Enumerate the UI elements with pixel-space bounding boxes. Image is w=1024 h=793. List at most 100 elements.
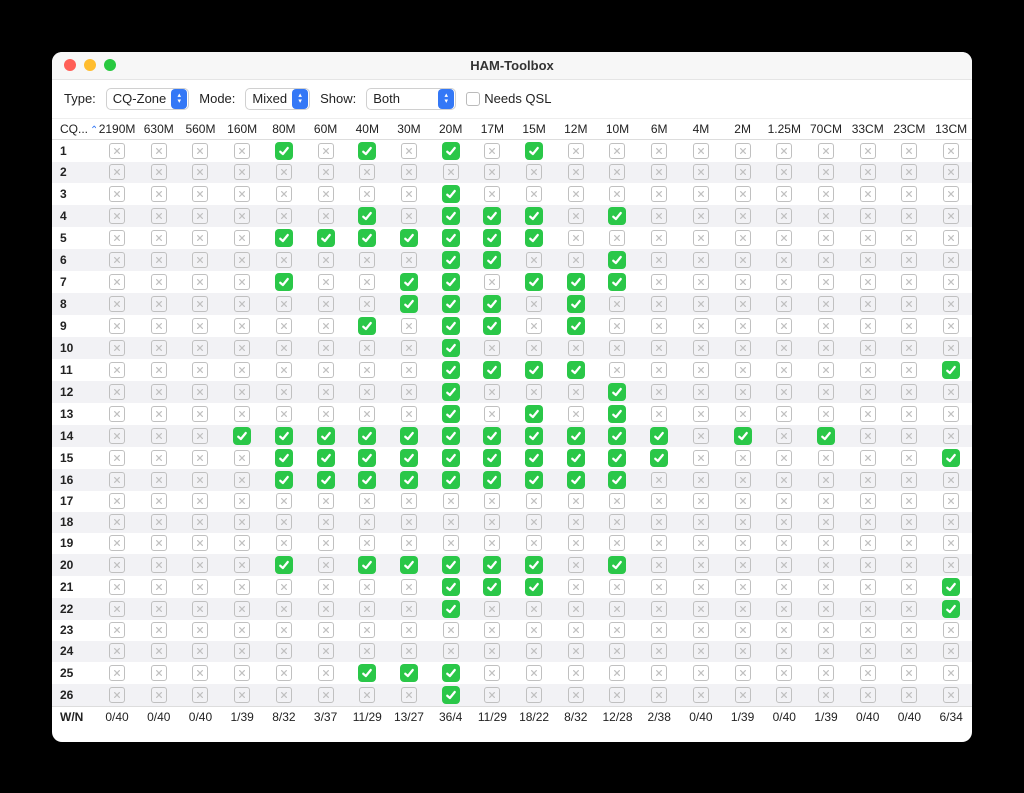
status-cell	[388, 403, 430, 425]
not-worked-icon	[109, 143, 125, 159]
table-row[interactable]: 21	[52, 576, 972, 598]
table-row[interactable]: 23	[52, 620, 972, 641]
minimize-icon[interactable]	[84, 59, 96, 71]
not-worked-icon	[693, 406, 709, 422]
row-id: 19	[52, 533, 96, 554]
footer-total: 1/39	[221, 706, 263, 727]
table-row[interactable]: 4	[52, 205, 972, 227]
mode-select[interactable]: Mixed ▴▾	[245, 88, 310, 110]
status-cell	[263, 512, 305, 533]
type-select[interactable]: CQ-Zone ▴▾	[106, 88, 189, 110]
col-header-band[interactable]: 13CM	[930, 118, 972, 139]
status-cell	[763, 293, 805, 315]
status-cell	[305, 598, 347, 620]
table-row[interactable]: 3	[52, 183, 972, 205]
col-header-band[interactable]: 2M	[722, 118, 764, 139]
col-header-band[interactable]: 2190M	[96, 118, 138, 139]
table-row[interactable]: 13	[52, 403, 972, 425]
status-cell	[180, 554, 222, 576]
status-cell	[680, 403, 722, 425]
close-icon[interactable]	[64, 59, 76, 71]
show-select[interactable]: Both ▴▾	[366, 88, 456, 110]
status-cell	[430, 620, 472, 641]
not-worked-icon	[943, 643, 959, 659]
col-header-band[interactable]: 23CM	[889, 118, 931, 139]
table-row[interactable]: 5	[52, 227, 972, 249]
not-worked-icon	[276, 601, 292, 617]
status-cell	[680, 359, 722, 381]
col-header-band[interactable]: 10M	[597, 118, 639, 139]
row-id: 4	[52, 205, 96, 227]
status-cell	[346, 641, 388, 662]
table-row[interactable]: 18	[52, 512, 972, 533]
table-row[interactable]: 24	[52, 641, 972, 662]
status-cell	[680, 554, 722, 576]
not-worked-icon	[443, 493, 459, 509]
status-cell	[847, 533, 889, 554]
needs-qsl-checkbox[interactable]: Needs QSL	[466, 91, 551, 106]
table-row[interactable]: 11	[52, 359, 972, 381]
col-header-band[interactable]: 4M	[680, 118, 722, 139]
not-worked-icon	[818, 384, 834, 400]
status-cell	[221, 162, 263, 183]
table-row[interactable]: 22	[52, 598, 972, 620]
not-worked-icon	[526, 535, 542, 551]
table-row[interactable]: 9	[52, 315, 972, 337]
col-header-zone[interactable]: CQ...⌃	[52, 118, 96, 139]
table-row[interactable]: 7	[52, 271, 972, 293]
col-header-band[interactable]: 33CM	[847, 118, 889, 139]
table-row[interactable]: 1	[52, 139, 972, 162]
status-cell	[513, 162, 555, 183]
not-worked-icon	[318, 643, 334, 659]
status-cell	[472, 139, 514, 162]
col-header-band[interactable]: 1.25M	[763, 118, 805, 139]
table-row[interactable]: 15	[52, 447, 972, 469]
table-row[interactable]: 19	[52, 533, 972, 554]
col-header-band[interactable]: 40M	[346, 118, 388, 139]
table-row[interactable]: 10	[52, 337, 972, 359]
table-row[interactable]: 6	[52, 249, 972, 271]
col-header-band[interactable]: 15M	[513, 118, 555, 139]
worked-icon	[358, 449, 376, 467]
table-row[interactable]: 8	[52, 293, 972, 315]
col-header-band[interactable]: 30M	[388, 118, 430, 139]
not-worked-icon	[860, 252, 876, 268]
not-worked-icon	[943, 687, 959, 703]
not-worked-icon	[860, 384, 876, 400]
status-cell	[346, 162, 388, 183]
col-header-band[interactable]: 70CM	[805, 118, 847, 139]
table-row[interactable]: 20	[52, 554, 972, 576]
status-cell	[430, 162, 472, 183]
worked-icon	[442, 578, 460, 596]
status-cell	[930, 469, 972, 491]
table-row[interactable]: 17	[52, 491, 972, 512]
not-worked-icon	[818, 362, 834, 378]
col-header-band[interactable]: 630M	[138, 118, 180, 139]
status-cell	[305, 315, 347, 337]
status-cell	[180, 139, 222, 162]
col-header-band[interactable]: 17M	[472, 118, 514, 139]
not-worked-icon	[276, 252, 292, 268]
col-header-band[interactable]: 60M	[305, 118, 347, 139]
col-header-band[interactable]: 80M	[263, 118, 305, 139]
status-cell	[930, 205, 972, 227]
status-cell	[180, 205, 222, 227]
table-row[interactable]: 25	[52, 662, 972, 684]
status-cell	[388, 662, 430, 684]
col-header-band[interactable]: 560M	[180, 118, 222, 139]
col-header-band[interactable]: 160M	[221, 118, 263, 139]
table-row[interactable]: 2	[52, 162, 972, 183]
table-row[interactable]: 26	[52, 684, 972, 707]
table-row[interactable]: 12	[52, 381, 972, 403]
col-header-band[interactable]: 12M	[555, 118, 597, 139]
not-worked-icon	[860, 143, 876, 159]
status-cell	[889, 359, 931, 381]
status-cell	[763, 684, 805, 707]
col-header-band[interactable]: 6M	[638, 118, 680, 139]
table-row[interactable]: 16	[52, 469, 972, 491]
table-row[interactable]: 14	[52, 425, 972, 447]
zoom-icon[interactable]	[104, 59, 116, 71]
col-header-band[interactable]: 20M	[430, 118, 472, 139]
row-id: 18	[52, 512, 96, 533]
not-worked-icon	[901, 535, 917, 551]
